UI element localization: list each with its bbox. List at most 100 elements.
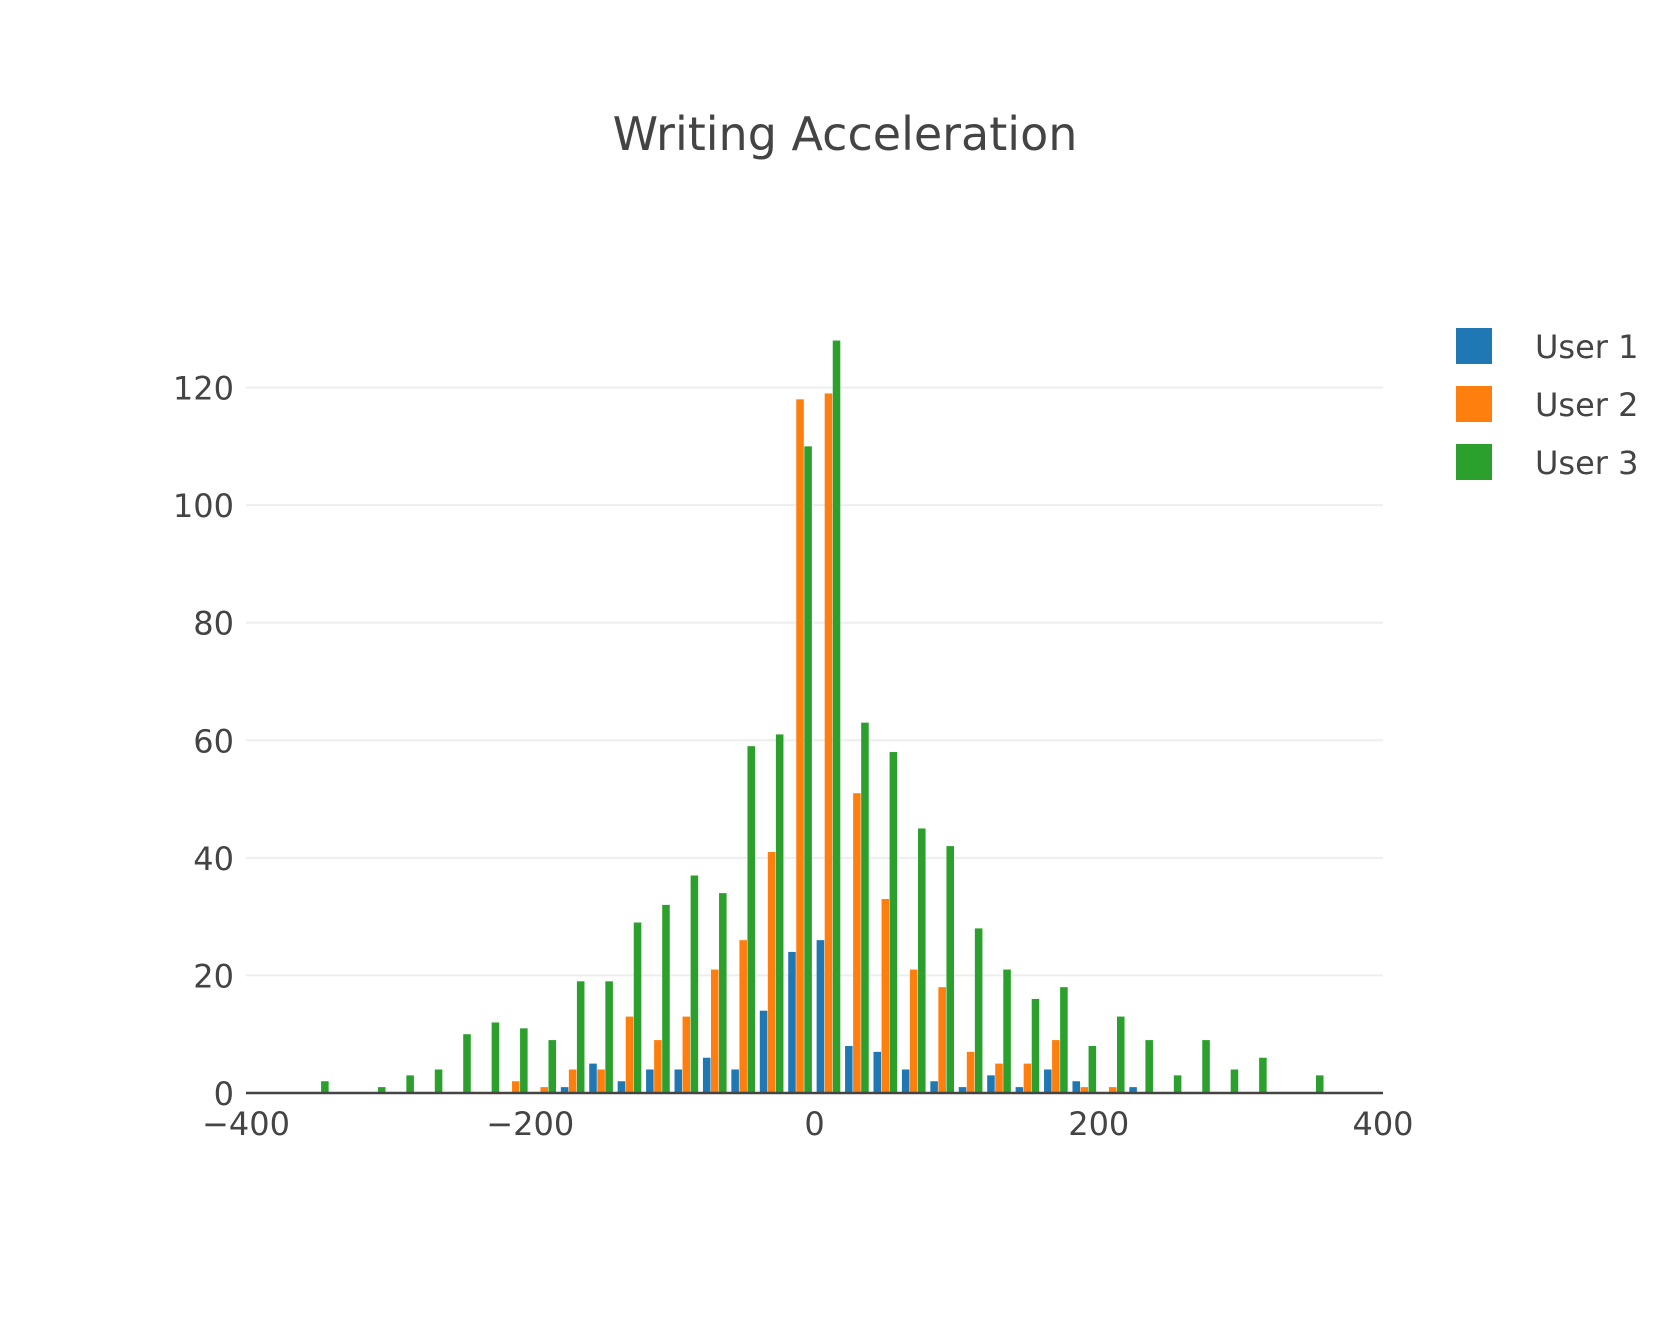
bar-user-3[interactable] [1003,969,1011,1093]
bar-user-3[interactable] [463,1034,471,1093]
bar-user-3[interactable] [775,734,784,1093]
bar-user-2[interactable] [966,1051,975,1093]
bar-user-1[interactable] [674,1069,683,1093]
bar-user-3[interactable] [719,893,727,1093]
bar-user-2[interactable] [938,987,946,1093]
bar-user-3[interactable] [1088,1045,1097,1093]
bar-user-2[interactable] [540,1087,548,1093]
bar-user-1[interactable] [1072,1081,1081,1093]
bar-user-3[interactable] [1031,998,1040,1093]
bar-user-3[interactable] [321,1081,329,1093]
bar-user-1[interactable] [759,1010,768,1093]
bar-user-3[interactable] [576,981,585,1093]
legend-label[interactable]: User 1 [1535,328,1638,366]
bar-user-1[interactable] [816,940,825,1093]
bar-user-2[interactable] [1080,1087,1089,1093]
legend-swatch[interactable] [1456,386,1492,422]
x-tick-label: 200 [1068,1105,1129,1143]
bar-user-3[interactable] [861,722,869,1093]
bar-user-3[interactable] [1173,1075,1182,1093]
bar-user-2[interactable] [767,851,776,1093]
bar-user-3[interactable] [520,1028,528,1093]
x-tick-label: −200 [486,1105,574,1143]
bar-user-2[interactable] [625,1016,634,1093]
bar-user-3[interactable] [690,875,699,1093]
legend-label[interactable]: User 3 [1535,444,1638,482]
bar-user-1[interactable] [560,1087,569,1093]
bar-user-3[interactable] [548,1040,557,1093]
bar-user-1[interactable] [958,1087,967,1093]
bar-user-2[interactable] [597,1069,605,1093]
bar-user-3[interactable] [491,1022,500,1093]
bar-user-2[interactable] [1023,1063,1032,1093]
bar-user-2[interactable] [995,1063,1003,1093]
bar-user-3[interactable] [605,981,613,1093]
bar-user-1[interactable] [987,1075,995,1093]
y-tick-label: 20 [193,957,234,995]
bar-user-2[interactable] [512,1081,520,1093]
bar-user-2[interactable] [796,399,804,1093]
bar-user-3[interactable] [747,746,756,1093]
bar-user-3[interactable] [918,828,926,1093]
x-axis-ticks: −400 −200 0 200 400 [202,1105,1413,1143]
y-tick-label: 120 [173,370,234,408]
bars [321,340,1324,1093]
bar-user-3[interactable] [633,922,642,1093]
bar-user-1[interactable] [930,1081,938,1093]
bar-user-1[interactable] [873,1051,882,1093]
bar-user-1[interactable] [617,1081,626,1093]
legend[interactable]: User 1 User 2 User 3 [1456,328,1638,482]
legend-swatch[interactable] [1456,444,1492,480]
bar-user-2[interactable] [1108,1087,1117,1093]
bar-user-2[interactable] [710,969,719,1093]
bar-user-3[interactable] [804,446,812,1093]
y-tick-label: 100 [173,487,234,525]
bar-user-1[interactable] [702,1057,711,1093]
y-axis-ticks: 0 20 40 60 80 100 120 [173,370,234,1113]
bar-user-2[interactable] [909,969,918,1093]
bar-user-2[interactable] [1052,1040,1060,1093]
bar-user-1[interactable] [731,1069,739,1093]
x-tick-label: 400 [1352,1105,1413,1143]
x-tick-label: −400 [202,1105,290,1143]
bar-user-2[interactable] [654,1040,662,1093]
bar-user-2[interactable] [568,1069,577,1093]
bar-user-3[interactable] [1116,1016,1125,1093]
bar-user-3[interactable] [662,904,670,1093]
bar-user-1[interactable] [788,951,796,1093]
y-tick-label: 60 [193,722,234,760]
bar-user-3[interactable] [1202,1040,1210,1093]
legend-swatch[interactable] [1456,328,1492,364]
bar-user-3[interactable] [974,928,983,1093]
bar-user-1[interactable] [1044,1069,1052,1093]
chart-title: Writing Acceleration [613,107,1078,161]
bar-user-2[interactable] [824,393,833,1093]
bar-user-1[interactable] [646,1069,654,1093]
bar-user-3[interactable] [434,1069,443,1093]
bar-user-3[interactable] [946,846,954,1093]
bar-user-3[interactable] [1060,987,1068,1093]
bar-user-1[interactable] [1015,1087,1024,1093]
y-tick-label: 0 [214,1075,234,1113]
bar-user-2[interactable] [881,899,890,1093]
x-tick-label: 0 [804,1105,824,1143]
bar-user-3[interactable] [1230,1069,1239,1093]
bar-user-2[interactable] [853,793,861,1093]
bar-user-3[interactable] [1259,1057,1267,1093]
bar-user-1[interactable] [901,1069,910,1093]
bar-user-1[interactable] [589,1063,597,1093]
bar-user-3[interactable] [889,752,898,1093]
bar-user-3[interactable] [1145,1040,1153,1093]
bar-user-2[interactable] [739,940,747,1093]
legend-label[interactable]: User 2 [1535,386,1638,424]
y-tick-label: 40 [193,840,234,878]
bar-user-1[interactable] [845,1045,853,1093]
bar-user-2[interactable] [682,1016,691,1093]
y-tick-label: 80 [193,605,234,643]
bar-user-1[interactable] [1129,1087,1137,1093]
bar-user-3[interactable] [377,1087,386,1093]
bar-user-3[interactable] [832,340,841,1093]
bar-user-3[interactable] [1315,1075,1324,1093]
bar-user-3[interactable] [406,1075,414,1093]
